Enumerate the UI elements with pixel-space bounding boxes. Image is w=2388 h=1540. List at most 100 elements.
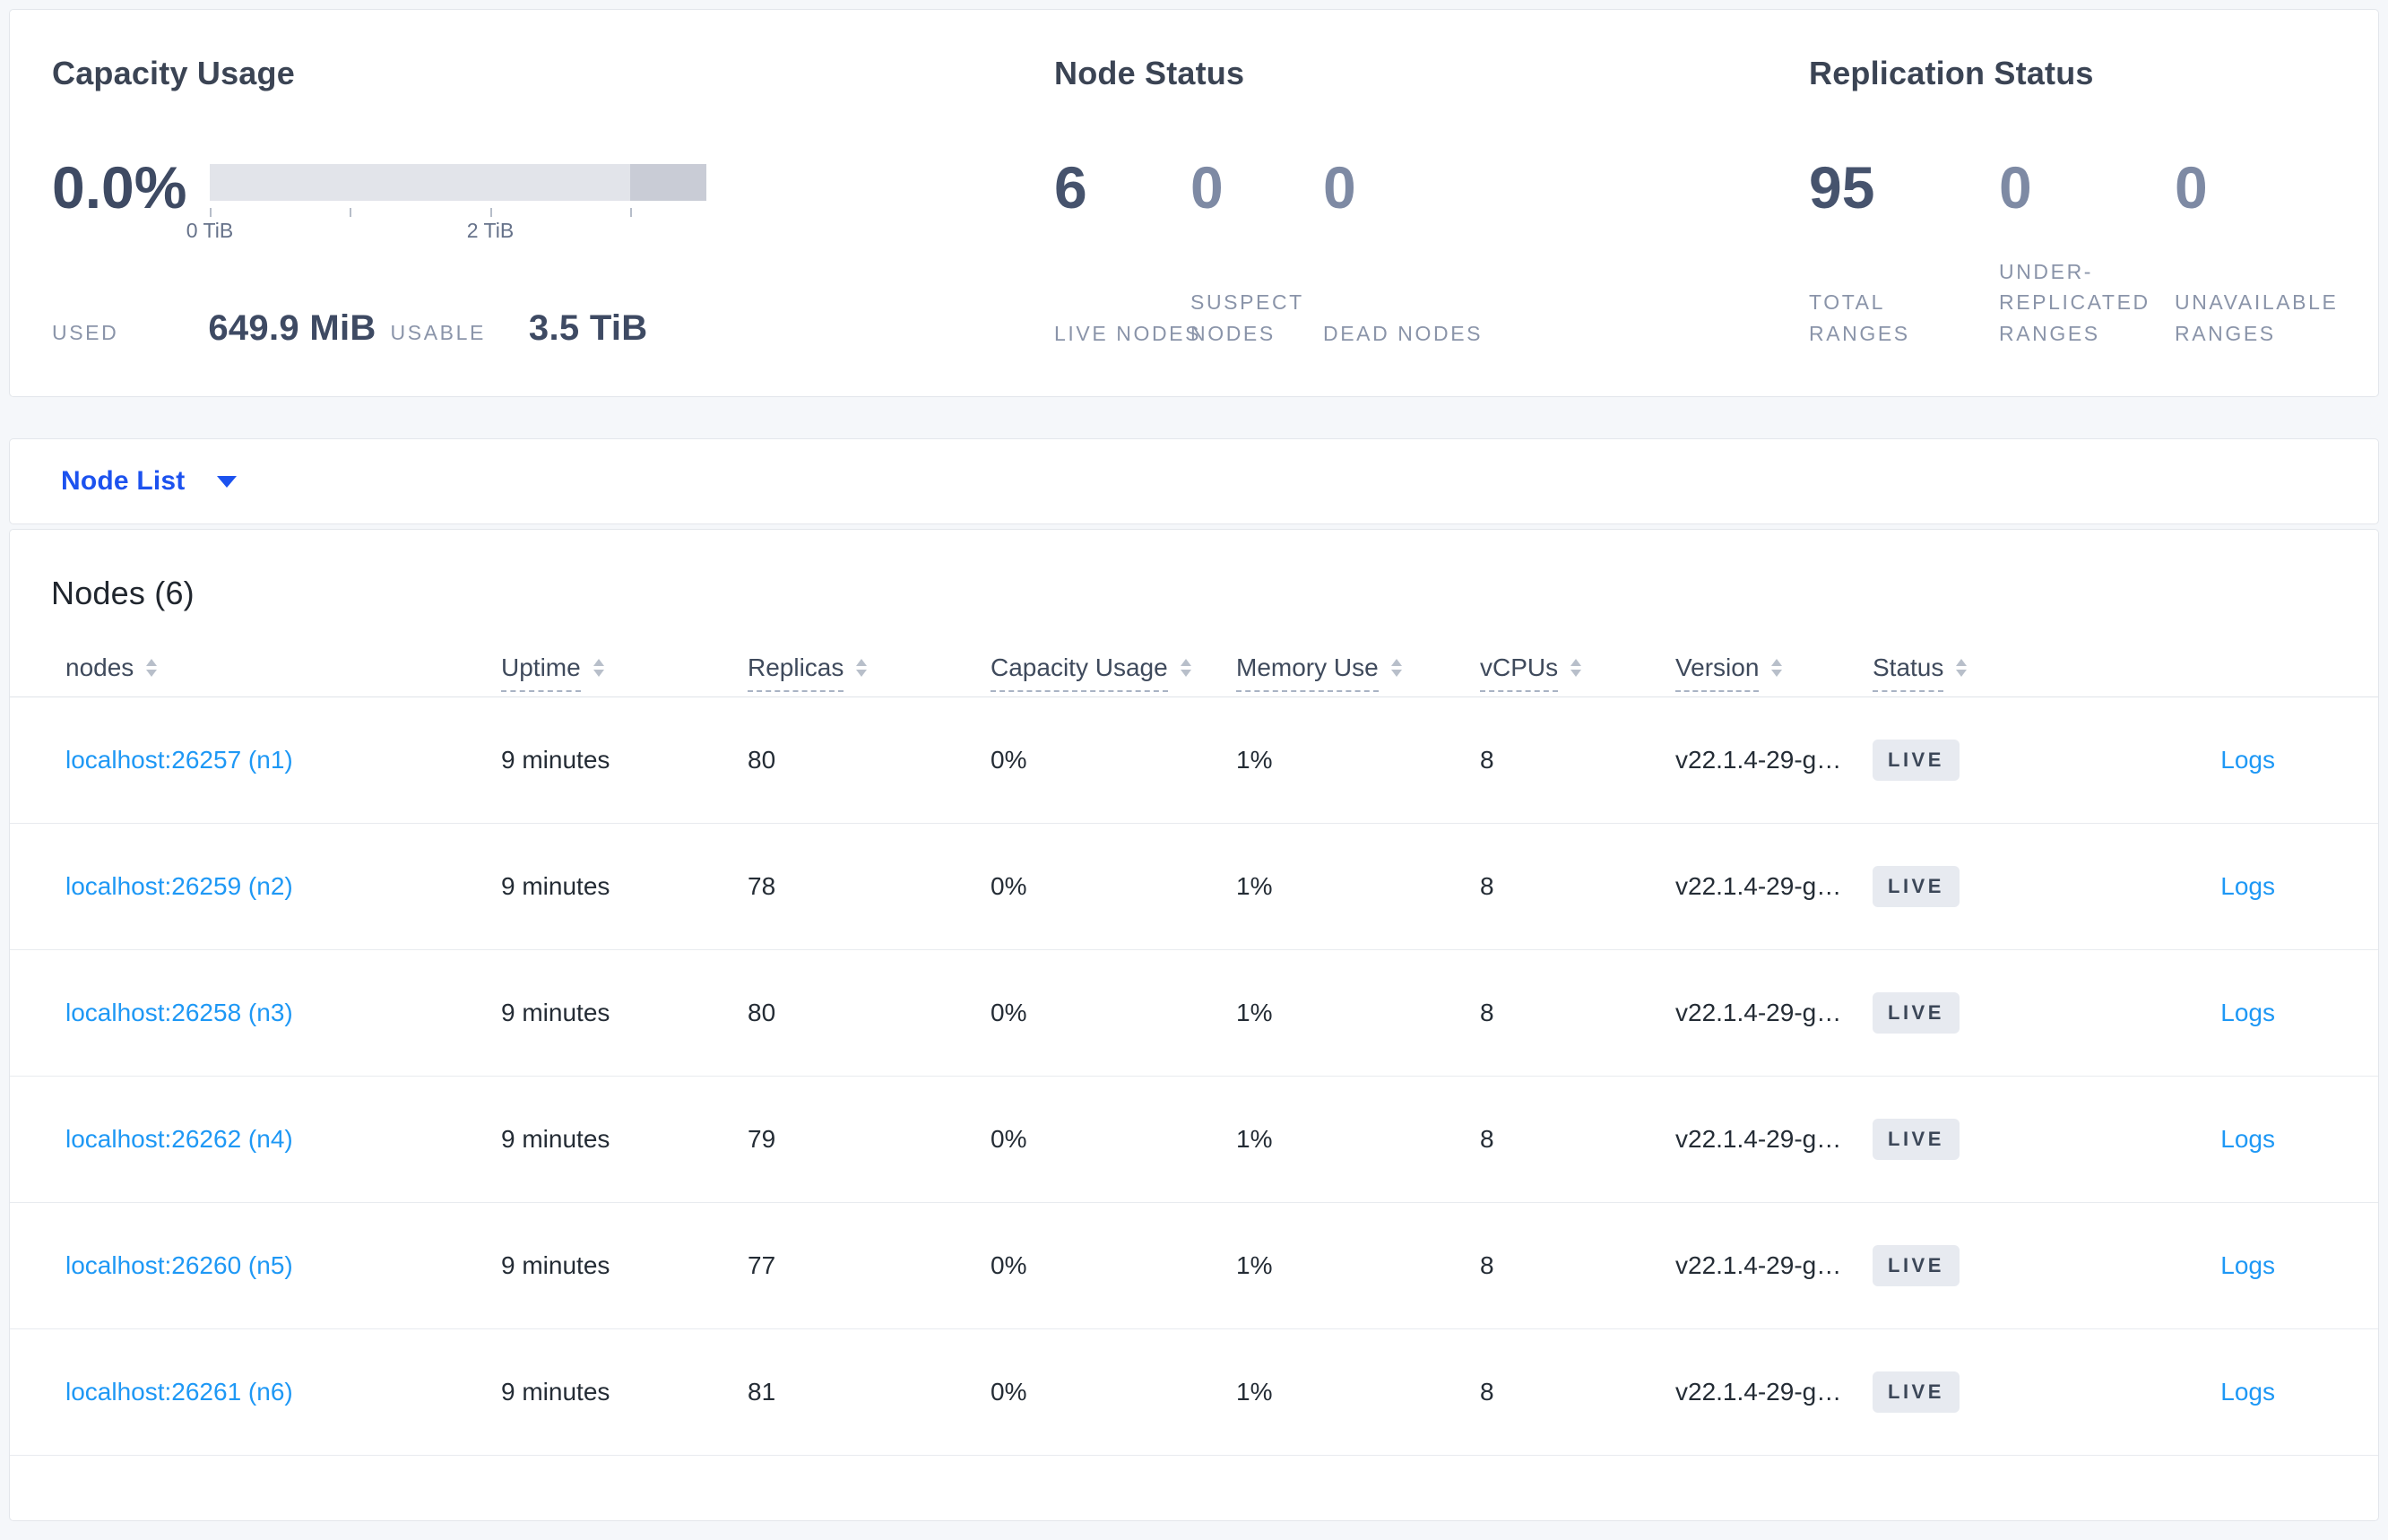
node-link[interactable]: localhost:26262 (n4) <box>65 1125 293 1153</box>
capacity-cell: 0% <box>991 999 1027 1026</box>
live-nodes-label: LIVE NODES <box>1054 321 1202 345</box>
node-status-title: Node Status <box>1054 55 1245 91</box>
node-status-panel: Node Status 6 LIVE NODES 0 SUSPECT NODES… <box>1054 53 1735 349</box>
column-header-nodes[interactable]: nodes <box>10 653 501 682</box>
axis-label-0tib: 0 TiB <box>186 219 234 242</box>
table-row: localhost:26258 (n3) 9 minutes 80 0% 1% … <box>10 950 2378 1077</box>
node-status-stats: 6 LIVE NODES 0 SUSPECT NODES 0 DEAD NODE… <box>1054 153 1735 349</box>
version-cell: v22.1.4-29-g… <box>1675 999 1842 1026</box>
uptime-cell: 9 minutes <box>501 1251 610 1279</box>
total-ranges-label: TOTAL RANGES <box>1809 290 1910 345</box>
sort-icon <box>1390 659 1402 677</box>
stat-suspect-nodes: 0 SUSPECT NODES <box>1190 153 1323 349</box>
logs-link[interactable]: Logs <box>2220 1378 2275 1406</box>
column-header-memory-use[interactable]: Memory Use <box>1236 653 1480 692</box>
live-nodes-value: 6 <box>1054 154 1087 221</box>
logs-link[interactable]: Logs <box>2220 746 2275 774</box>
node-link[interactable]: localhost:26261 (n6) <box>65 1378 293 1406</box>
logs-link[interactable]: Logs <box>2220 872 2275 900</box>
column-header-version[interactable]: Version <box>1675 653 1873 692</box>
column-header-status[interactable]: Status <box>1873 653 2052 692</box>
memory-cell: 1% <box>1236 999 1273 1026</box>
logs-link[interactable]: Logs <box>2220 1251 2275 1279</box>
version-cell: v22.1.4-29-g… <box>1675 746 1842 774</box>
stat-dead-nodes: 0 DEAD NODES <box>1323 153 1480 349</box>
replicas-cell: 80 <box>748 999 776 1026</box>
logs-link[interactable]: Logs <box>2220 999 2275 1026</box>
node-link[interactable]: localhost:26260 (n5) <box>65 1251 293 1279</box>
stat-total-ranges: 95 TOTAL RANGES <box>1809 153 1999 349</box>
memory-cell: 1% <box>1236 872 1273 900</box>
vcpus-cell: 8 <box>1480 872 1494 900</box>
table-row: localhost:26262 (n4) 9 minutes 79 0% 1% … <box>10 1077 2378 1203</box>
version-cell: v22.1.4-29-g… <box>1675 1378 1842 1406</box>
capacity-used-percent: 0.0% <box>52 154 187 221</box>
status-badge: LIVE <box>1873 1245 1960 1286</box>
capacity-cell: 0% <box>991 1125 1027 1153</box>
capacity-bar-chart: 0 TiB 2 TiB <box>186 153 706 246</box>
uptime-cell: 9 minutes <box>501 1125 610 1153</box>
under-replicated-ranges-value: 0 <box>1999 154 2032 221</box>
vcpus-cell: 8 <box>1480 746 1494 774</box>
node-link[interactable]: localhost:26258 (n3) <box>65 999 293 1026</box>
node-link[interactable]: localhost:26259 (n2) <box>65 872 293 900</box>
capacity-cell: 0% <box>991 1378 1027 1406</box>
replicas-cell: 80 <box>748 746 776 774</box>
capacity-axis-ticks <box>210 205 706 219</box>
status-badge: LIVE <box>1873 866 1960 907</box>
status-badge: LIVE <box>1873 1371 1960 1413</box>
axis-tick <box>490 208 492 217</box>
node-link[interactable]: localhost:26257 (n1) <box>65 746 293 774</box>
stat-unavailable-ranges: 0 UNAVAILABLE RANGES <box>2175 153 2388 349</box>
column-header-uptime[interactable]: Uptime <box>501 653 748 692</box>
version-cell: v22.1.4-29-g… <box>1675 1251 1842 1279</box>
column-header-vcpus[interactable]: vCPUs <box>1480 653 1675 692</box>
capacity-cell: 0% <box>991 746 1027 774</box>
vcpus-cell: 8 <box>1480 1125 1494 1153</box>
stat-live-nodes: 6 LIVE NODES <box>1054 153 1198 349</box>
table-row: localhost:26260 (n5) 9 minutes 77 0% 1% … <box>10 1203 2378 1329</box>
uptime-cell: 9 minutes <box>501 872 610 900</box>
column-header-capacity-usage[interactable]: Capacity Usage <box>991 653 1236 692</box>
sort-icon <box>1570 659 1582 677</box>
used-label: USED <box>52 321 119 344</box>
uptime-cell: 9 minutes <box>501 999 610 1026</box>
sort-icon <box>1180 659 1191 677</box>
usable-label: USABLE <box>390 321 486 344</box>
capacity-cell: 0% <box>991 872 1027 900</box>
vcpus-cell: 8 <box>1480 1378 1494 1406</box>
unavailable-ranges-value: 0 <box>2175 154 2208 221</box>
status-badge: LIVE <box>1873 992 1960 1034</box>
memory-cell: 1% <box>1236 1378 1273 1406</box>
replicas-cell: 81 <box>748 1378 776 1406</box>
node-list-dropdown[interactable]: Node List <box>61 466 238 497</box>
column-header-replicas[interactable]: Replicas <box>748 653 991 692</box>
total-ranges-value: 95 <box>1809 154 1875 221</box>
replicas-cell: 77 <box>748 1251 776 1279</box>
axis-tick <box>210 208 212 217</box>
dead-nodes-value: 0 <box>1323 154 1356 221</box>
replication-status-stats: 95 TOTAL RANGES 0 UNDER-REPLICATED RANGE… <box>1809 153 2388 349</box>
sort-icon <box>1771 659 1783 677</box>
memory-cell: 1% <box>1236 1251 1273 1279</box>
unavailable-ranges-label: UNAVAILABLE RANGES <box>2175 290 2339 345</box>
under-replicated-ranges-label: UNDER-REPLICATED RANGES <box>1999 259 2150 345</box>
table-row: localhost:26257 (n1) 9 minutes 80 0% 1% … <box>10 697 2378 824</box>
uptime-cell: 9 minutes <box>501 1378 610 1406</box>
capacity-bar-segment <box>630 164 706 201</box>
capacity-usage-title: Capacity Usage <box>52 55 295 91</box>
memory-cell: 1% <box>1236 746 1273 774</box>
capacity-usage-panel: Capacity Usage 0.0% 0 TiB 2 TiB <box>52 53 1002 349</box>
axis-tick <box>350 208 351 217</box>
logs-link[interactable]: Logs <box>2220 1125 2275 1153</box>
version-cell: v22.1.4-29-g… <box>1675 872 1842 900</box>
table-row: localhost:26259 (n2) 9 minutes 78 0% 1% … <box>10 824 2378 950</box>
nodes-table-card: Nodes (6) nodes Uptime Replicas Capacity… <box>9 529 2379 1521</box>
capacity-axis-labels: 0 TiB 2 TiB <box>186 219 706 246</box>
capacity-usage-chart-row: 0.0% 0 TiB 2 TiB <box>52 153 1002 246</box>
replication-status-panel: Replication Status 95 TOTAL RANGES 0 UND… <box>1809 53 2388 349</box>
capacity-cell: 0% <box>991 1251 1027 1279</box>
capacity-used-usable-row: USED 649.9 MiB USABLE 3.5 TiB <box>52 308 1002 349</box>
stat-under-replicated-ranges: 0 UNDER-REPLICATED RANGES <box>1999 153 2175 349</box>
capacity-bar-track <box>210 164 706 201</box>
